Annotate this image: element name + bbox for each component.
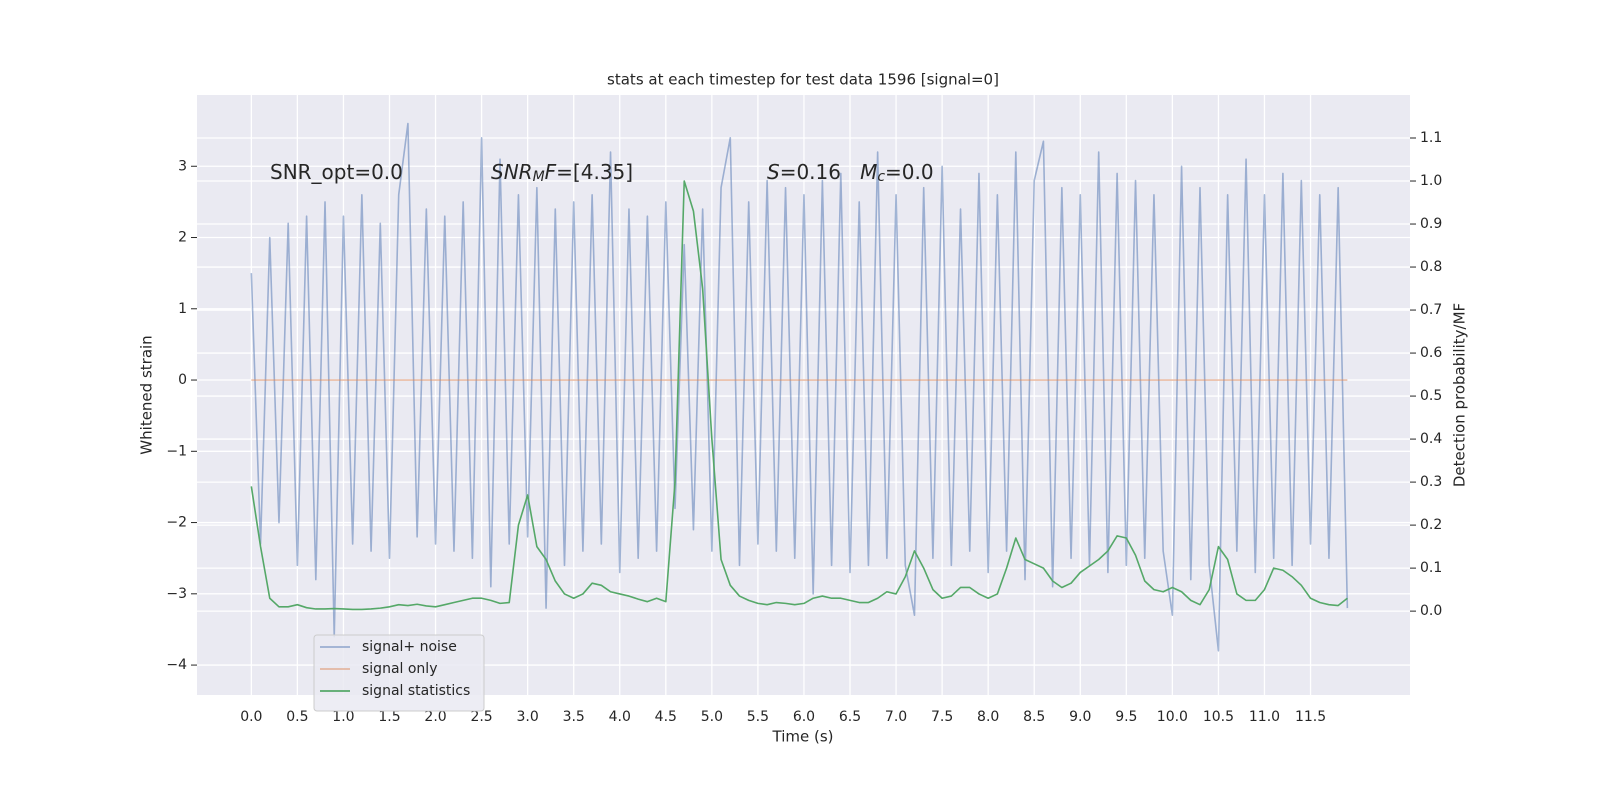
series-line: [250, 122, 1349, 652]
annotation-part: SNR: [491, 160, 533, 184]
x-axis-label: Time (s): [772, 728, 834, 746]
x-tick-label: 7.5: [931, 709, 953, 725]
y2-tick-label: 0.2: [1420, 517, 1442, 533]
y2-tick-label: 0.5: [1420, 388, 1442, 404]
y2-tick-label: 0.8: [1420, 259, 1442, 275]
y-tick-label: −1: [166, 443, 187, 459]
annotation-part: F: [545, 160, 557, 184]
legend: signal+ noise signal only signal statistic…: [313, 634, 485, 712]
y-tick-label: 1: [178, 301, 187, 317]
x-tick-label: 9.0: [1069, 709, 1091, 725]
x-tick-label: 1.0: [332, 709, 354, 725]
series-layer: [250, 122, 1349, 652]
legend-label: signal+ noise: [362, 639, 457, 655]
series-line: [250, 180, 1348, 611]
legend-box: [313, 634, 485, 712]
annotation: SNR_opt=0.0: [270, 160, 403, 184]
x-tick-label: 8.5: [1023, 709, 1045, 725]
annotation: SNRMF=[4.35]: [491, 160, 633, 185]
x-tick-label: 9.5: [1115, 709, 1137, 725]
annotation-part: SNR_opt=0.0: [270, 160, 403, 184]
chart-title: stats at each timestep for test data 159…: [607, 71, 999, 89]
x-tick-label: 6.5: [839, 709, 861, 725]
x-tick-label: 10.0: [1157, 709, 1188, 725]
x-tick-label: 3.5: [563, 709, 585, 725]
x-tick-label: 2.5: [470, 709, 492, 725]
x-tick-label: 6.0: [793, 709, 815, 725]
legend-label: signal statistics: [362, 683, 470, 699]
annotation-part: M: [533, 169, 545, 185]
y-tick-label: −4: [166, 657, 187, 673]
y2-tick-label: 0.4: [1420, 431, 1442, 447]
annotation-part: M: [860, 160, 877, 184]
annotation-part: =0.0: [885, 160, 934, 184]
y-tick-label: 2: [178, 230, 187, 246]
annotation: S=0.16 Mc=0.0: [767, 160, 934, 185]
x-tick-label: 4.5: [655, 709, 677, 725]
y2-tick-label: 0.3: [1420, 474, 1442, 490]
x-tick-label: 3.0: [517, 709, 539, 725]
x-tick-label: 1.5: [378, 709, 400, 725]
annotation-part: S: [767, 160, 780, 184]
y-tick-label: −3: [166, 586, 187, 602]
annotation-part: =[4.35]: [556, 160, 633, 184]
y2-tick-label: 1.1: [1420, 130, 1442, 146]
y2-axis-label: Detection probability/MF: [1451, 303, 1469, 487]
y-tick-label: −2: [166, 515, 187, 531]
y-tick-label: 0: [178, 372, 187, 388]
x-tick-label: 11.0: [1249, 709, 1280, 725]
x-tick-label: 5.5: [747, 709, 769, 725]
annotation-part: c: [877, 169, 885, 185]
y2-tick-label: 1.0: [1420, 173, 1442, 189]
x-tick-label: 11.5: [1295, 709, 1326, 725]
x-tick-label: 2.0: [424, 709, 446, 725]
y-tick-label: 3: [178, 158, 187, 174]
x-tick-label: 10.5: [1203, 709, 1234, 725]
y2-tick-label: 0.7: [1420, 302, 1442, 318]
y2-tick-label: 0.0: [1420, 603, 1442, 619]
y2-tick-label: 0.1: [1420, 560, 1442, 576]
y-axis-label: Whitened strain: [138, 335, 156, 454]
x-tick-label: 8.0: [977, 709, 999, 725]
annotation-part: =0.16: [780, 160, 860, 184]
x-tick-label: 0.0: [240, 709, 262, 725]
x-tick-label: 7.0: [885, 709, 907, 725]
x-tick-label: 5.0: [701, 709, 723, 725]
x-tick-label: 0.5: [286, 709, 308, 725]
legend-label: signal only: [362, 661, 437, 677]
labels: 0.0 0.5 1.0 1.5 2.0 2.5 3.0 3.5 4.0 4.5 5.0 5.5 6.0 6…: [166, 130, 1442, 725]
y2-tick-label: 0.9: [1420, 216, 1442, 232]
x-tick-label: 4.0: [609, 709, 631, 725]
y2-tick-label: 0.6: [1420, 345, 1442, 361]
